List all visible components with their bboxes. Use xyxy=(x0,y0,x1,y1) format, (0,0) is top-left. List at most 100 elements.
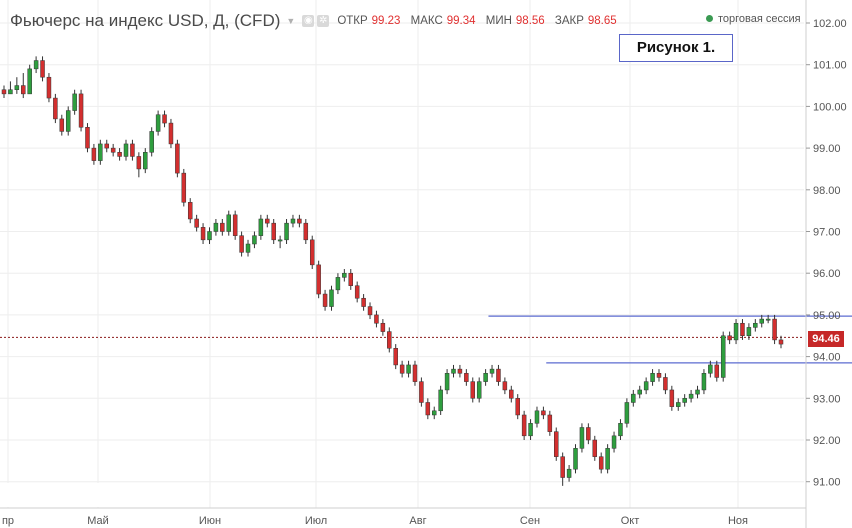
horizontal-lines[interactable] xyxy=(0,315,852,364)
candle xyxy=(393,344,398,370)
candle xyxy=(65,106,71,136)
candle-body xyxy=(245,243,251,253)
candle-body xyxy=(720,335,726,378)
ohlc-low-value: 98.56 xyxy=(515,15,545,27)
candle xyxy=(727,331,732,345)
chevron-down-icon[interactable]: ▼ xyxy=(286,16,296,26)
candle xyxy=(566,465,572,482)
candle-body xyxy=(91,147,97,161)
candle xyxy=(72,89,77,115)
candle-body xyxy=(181,172,187,203)
candle-body xyxy=(277,239,283,242)
candle xyxy=(438,385,443,415)
x-tick-label: Авг xyxy=(409,515,426,527)
candle-body xyxy=(631,393,636,403)
candle-body xyxy=(669,389,675,407)
candle xyxy=(444,369,450,395)
candle-body xyxy=(464,373,469,382)
candle-body xyxy=(650,373,655,382)
candle xyxy=(27,64,32,95)
candle xyxy=(598,452,604,474)
candle-body xyxy=(708,364,713,374)
candle xyxy=(239,231,244,257)
candle xyxy=(765,314,771,324)
candle xyxy=(387,327,392,353)
candle xyxy=(637,385,642,399)
candle xyxy=(284,218,289,245)
candle-body xyxy=(187,202,193,220)
candle-body xyxy=(586,427,591,441)
candle-body xyxy=(554,431,559,457)
candle xyxy=(303,218,309,245)
candle-body xyxy=(354,285,360,299)
candles xyxy=(1,56,784,486)
candle xyxy=(123,139,129,161)
candle-body xyxy=(772,318,777,341)
candle xyxy=(194,214,199,232)
candle xyxy=(656,369,662,382)
candle-body xyxy=(130,143,135,157)
candle xyxy=(297,214,302,228)
candle xyxy=(213,218,219,236)
candle xyxy=(322,289,328,311)
eye-icon[interactable]: ◉ xyxy=(302,15,315,27)
candle-body xyxy=(232,214,238,236)
candle-body xyxy=(162,114,167,124)
candle-body xyxy=(258,218,264,236)
candle xyxy=(207,227,212,245)
session-label: торговая сессия xyxy=(718,13,801,25)
candle-body xyxy=(316,264,321,295)
candle-body xyxy=(265,218,270,224)
candle-body xyxy=(207,231,212,241)
candle-body xyxy=(226,214,231,232)
figure-annotation[interactable]: Рисунок 1. xyxy=(619,34,733,62)
candle xyxy=(98,139,103,165)
candle xyxy=(162,110,167,128)
candle-body xyxy=(419,381,424,403)
candle-body xyxy=(483,373,488,382)
candle-body xyxy=(220,222,225,232)
candle-body xyxy=(40,60,45,78)
candle-body xyxy=(412,364,418,382)
candle xyxy=(753,319,758,332)
candle-body xyxy=(175,143,180,174)
y-tick-label: 94.00 xyxy=(813,352,841,364)
candle xyxy=(740,319,745,340)
candle-body xyxy=(701,373,707,391)
candle-body xyxy=(727,335,732,341)
x-tick-label: Ноя xyxy=(728,515,748,527)
candle xyxy=(175,139,180,178)
x-tick-label: Июл xyxy=(305,515,327,527)
candle xyxy=(509,385,514,403)
candle xyxy=(406,360,411,378)
ohlc-close-value: 98.65 xyxy=(587,15,617,27)
gear-icon[interactable]: ✲ xyxy=(317,15,330,27)
candle xyxy=(155,110,161,136)
candle-body xyxy=(778,339,784,345)
candle-body xyxy=(592,439,598,457)
x-tick-label: Сен xyxy=(520,515,540,527)
candle xyxy=(624,398,630,428)
y-tick-label: 95.00 xyxy=(813,310,841,322)
candle xyxy=(592,435,598,461)
candle xyxy=(53,93,58,124)
candle xyxy=(91,143,97,165)
candle-body xyxy=(509,389,514,399)
candle xyxy=(220,218,225,236)
candle xyxy=(59,114,65,136)
candle-body xyxy=(534,410,540,424)
candle xyxy=(701,369,707,395)
candle-body xyxy=(431,410,437,416)
candle xyxy=(46,73,52,103)
candle xyxy=(8,81,13,95)
candle-body xyxy=(168,122,174,145)
candle-body xyxy=(753,322,758,328)
candle xyxy=(714,360,720,382)
candle xyxy=(579,423,585,453)
candle-body xyxy=(27,68,32,95)
candle-body xyxy=(239,235,244,253)
candle xyxy=(181,168,187,207)
candle xyxy=(515,394,520,420)
